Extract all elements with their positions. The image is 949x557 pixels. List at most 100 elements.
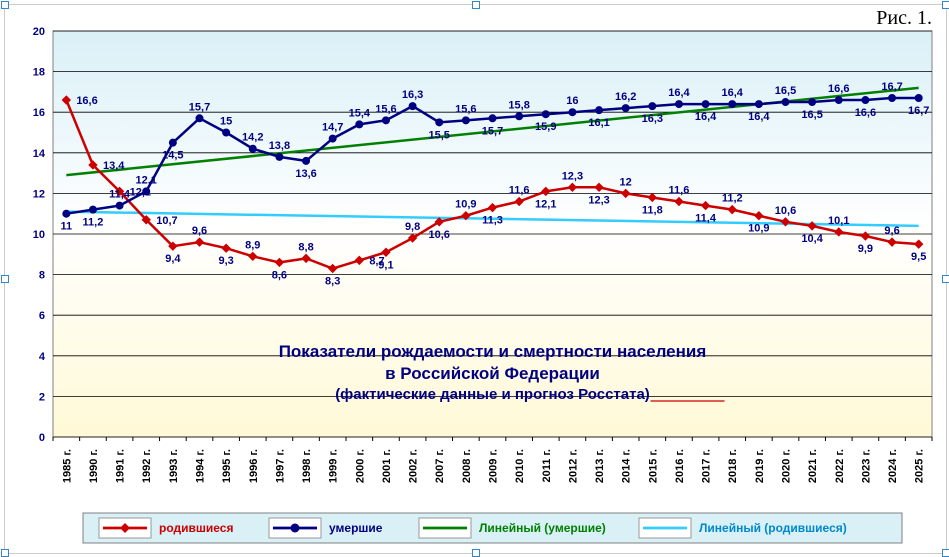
svg-text:2023 г.: 2023 г. [860, 449, 872, 483]
svg-text:12: 12 [33, 188, 45, 200]
svg-text:2009 г.: 2009 г. [488, 449, 500, 483]
svg-text:2002 г.: 2002 г. [408, 449, 420, 483]
svg-text:12,1: 12,1 [535, 198, 556, 210]
svg-text:Линейный (родившиеся): Линейный (родившиеся) [699, 521, 847, 535]
svg-text:(фактические данные и прогноз: (фактические данные и прогноз Росстата) [335, 386, 650, 403]
svg-text:16,4: 16,4 [722, 87, 744, 99]
svg-text:умершие: умершие [329, 521, 383, 535]
svg-text:2008 г.: 2008 г. [461, 449, 473, 483]
svg-text:10,6: 10,6 [775, 205, 796, 217]
svg-text:16,7: 16,7 [881, 81, 902, 93]
svg-text:16,6: 16,6 [828, 83, 849, 95]
svg-text:15,7: 15,7 [482, 125, 503, 137]
svg-text:2014 г.: 2014 г. [621, 449, 633, 483]
svg-text:11,4: 11,4 [695, 213, 717, 225]
svg-text:1998 г.: 1998 г. [301, 449, 313, 483]
svg-text:16,3: 16,3 [642, 113, 663, 125]
svg-text:13,4: 13,4 [103, 160, 125, 172]
svg-text:1985 г.: 1985 г. [61, 449, 73, 483]
selection-handle[interactable] [1, 1, 9, 9]
svg-text:8,6: 8,6 [272, 269, 287, 281]
svg-text:13,8: 13,8 [269, 140, 290, 152]
svg-text:12,3: 12,3 [588, 194, 609, 206]
svg-text:9,6: 9,6 [884, 225, 899, 237]
svg-text:1996 г.: 1996 г. [248, 449, 260, 483]
svg-text:13,6: 13,6 [295, 168, 316, 180]
svg-text:родившиеся: родившиеся [159, 521, 233, 535]
svg-text:2015 г.: 2015 г. [647, 449, 659, 483]
svg-text:10,7: 10,7 [156, 215, 177, 227]
svg-text:8,9: 8,9 [245, 239, 260, 251]
svg-text:2020 г.: 2020 г. [781, 449, 793, 483]
svg-text:16,6: 16,6 [855, 107, 876, 119]
svg-text:10: 10 [33, 229, 45, 241]
svg-text:2022 г.: 2022 г. [834, 449, 846, 483]
svg-text:18: 18 [33, 67, 45, 79]
svg-text:9,1: 9,1 [378, 259, 393, 271]
svg-text:9,9: 9,9 [858, 243, 873, 255]
svg-text:6: 6 [39, 310, 45, 322]
selection-handle[interactable] [1, 275, 9, 283]
svg-text:Линейный (умершие): Линейный (умершие) [479, 521, 606, 535]
svg-text:11,6: 11,6 [669, 185, 690, 197]
svg-text:11,8: 11,8 [642, 204, 663, 216]
svg-text:2017 г.: 2017 г. [701, 449, 713, 483]
svg-text:2013 г.: 2013 г. [594, 449, 606, 483]
svg-text:15,6: 15,6 [375, 103, 396, 115]
svg-text:14,5: 14,5 [162, 150, 183, 162]
svg-text:2000 г.: 2000 г. [354, 449, 366, 483]
svg-text:2024 г.: 2024 г. [887, 449, 899, 483]
svg-text:10,9: 10,9 [748, 223, 769, 235]
svg-text:2012 г.: 2012 г. [567, 449, 579, 483]
svg-text:1999 г.: 1999 г. [328, 449, 340, 483]
svg-text:11,3: 11,3 [482, 215, 503, 227]
svg-text:11,2: 11,2 [722, 193, 743, 205]
svg-text:1992 г.: 1992 г. [141, 449, 153, 483]
svg-text:16,3: 16,3 [402, 89, 423, 101]
svg-text:2016 г.: 2016 г. [674, 449, 686, 483]
svg-text:9,4: 9,4 [165, 253, 181, 265]
svg-text:11,2: 11,2 [83, 217, 104, 229]
svg-text:2: 2 [39, 391, 45, 403]
svg-text:2021 г.: 2021 г. [807, 449, 819, 483]
svg-text:1993 г.: 1993 г. [168, 449, 180, 483]
svg-text:15: 15 [220, 116, 232, 128]
svg-text:11,6: 11,6 [509, 185, 530, 197]
selection-handle[interactable] [472, 1, 480, 9]
svg-text:12,3: 12,3 [562, 170, 583, 182]
svg-text:16,2: 16,2 [615, 91, 636, 103]
svg-text:2001 г.: 2001 г. [381, 449, 393, 483]
svg-text:20: 20 [33, 26, 45, 38]
svg-text:15,7: 15,7 [189, 101, 210, 113]
selection-handle[interactable] [942, 275, 949, 283]
svg-text:16,4: 16,4 [668, 87, 690, 99]
svg-text:11,4: 11,4 [109, 189, 131, 201]
svg-text:15,6: 15,6 [455, 103, 476, 115]
svg-text:2007 г.: 2007 г. [434, 449, 446, 483]
svg-text:в Российской Федерации: в Российской Федерации [385, 364, 600, 383]
svg-text:10,6: 10,6 [429, 229, 450, 241]
svg-text:1994 г.: 1994 г. [195, 449, 207, 483]
svg-text:1991 г.: 1991 г. [115, 449, 127, 483]
svg-text:9,3: 9,3 [218, 255, 233, 267]
svg-text:16: 16 [33, 107, 45, 119]
svg-text:0: 0 [39, 432, 45, 444]
svg-text:15,5: 15,5 [429, 129, 450, 141]
svg-text:14: 14 [33, 148, 46, 160]
svg-text:16,5: 16,5 [775, 85, 796, 97]
svg-text:1995 г.: 1995 г. [221, 449, 233, 483]
figure-caption: Рис. 1. [876, 7, 932, 30]
svg-text:9,8: 9,8 [405, 221, 420, 233]
svg-text:1997 г.: 1997 г. [274, 449, 286, 483]
svg-text:9,5: 9,5 [911, 251, 926, 263]
svg-text:15,9: 15,9 [535, 121, 556, 133]
selection-handle[interactable] [942, 1, 949, 9]
svg-text:9,6: 9,6 [192, 225, 207, 237]
svg-text:14,7: 14,7 [322, 122, 343, 134]
svg-text:2010 г.: 2010 г. [514, 449, 526, 483]
svg-text:11: 11 [60, 221, 72, 233]
svg-text:2018 г.: 2018 г. [727, 449, 739, 483]
svg-text:16,6: 16,6 [76, 95, 97, 107]
svg-text:16: 16 [566, 95, 578, 107]
svg-text:16,5: 16,5 [801, 109, 822, 121]
